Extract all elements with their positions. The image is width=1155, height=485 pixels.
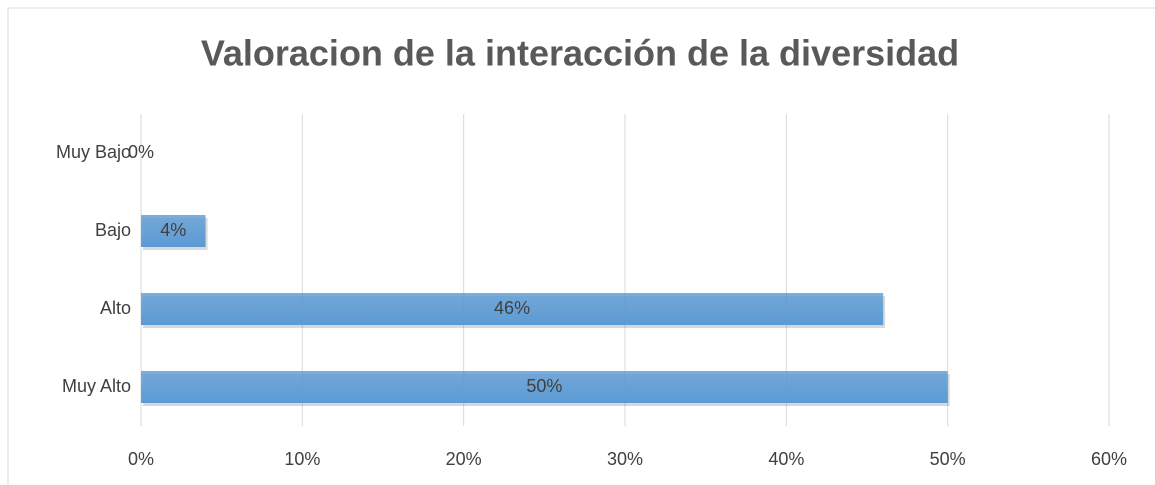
x-tick-label: 40% — [768, 449, 804, 469]
bar — [141, 215, 206, 247]
x-tick-label: 60% — [1091, 449, 1127, 469]
data-label: 46% — [494, 298, 530, 318]
bar — [141, 293, 884, 325]
data-label: 4% — [160, 220, 186, 240]
x-tick-label: 30% — [607, 449, 643, 469]
x-tick-label: 10% — [284, 449, 320, 469]
y-tick-label: Muy Alto — [62, 376, 131, 396]
y-tick-label: Muy Bajo — [56, 142, 131, 162]
x-tick-label: 20% — [446, 449, 482, 469]
data-label: 0% — [128, 142, 154, 162]
chart-title: Valoracion de la interacción de la diver… — [201, 33, 959, 74]
data-label: 50% — [526, 376, 562, 396]
chart-frame — [7, 7, 1155, 485]
y-tick-label: Bajo — [95, 220, 131, 240]
bar — [141, 371, 948, 403]
y-tick-label: Alto — [100, 298, 131, 318]
x-tick-label: 50% — [930, 449, 966, 469]
x-tick-label: 0% — [128, 449, 154, 469]
